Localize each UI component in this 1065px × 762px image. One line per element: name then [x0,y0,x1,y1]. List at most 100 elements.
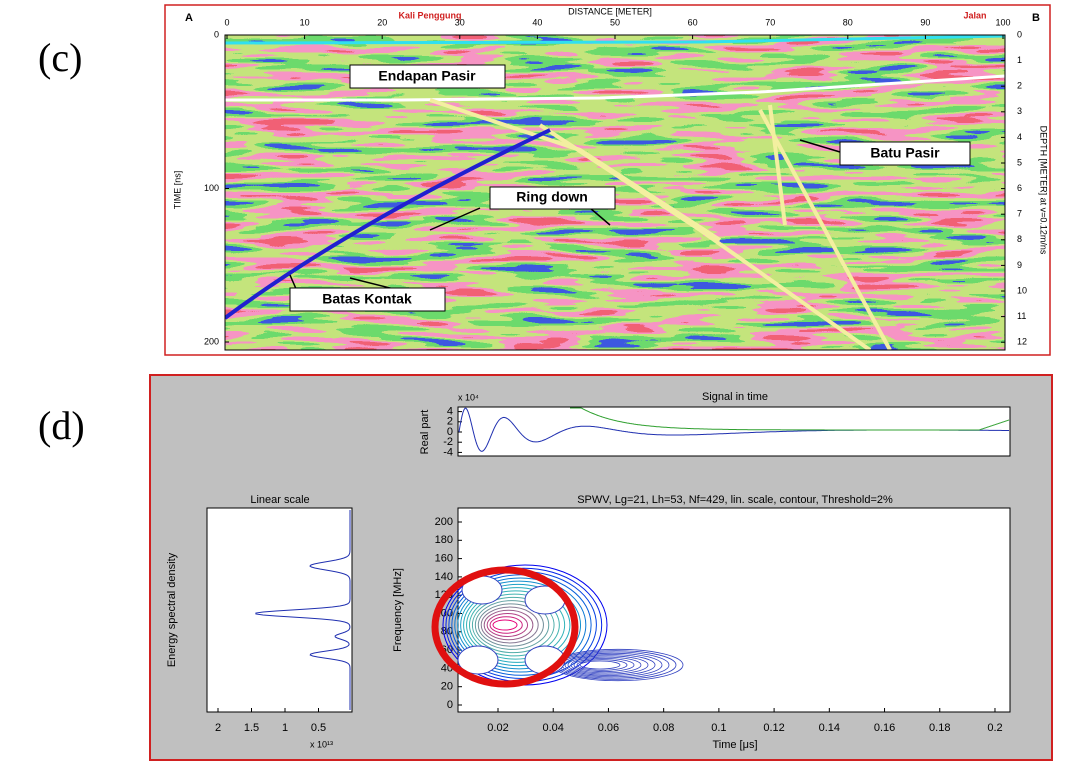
tick-label: 11 [1017,311,1026,321]
axis-label: Frequency [MHz] [392,568,404,652]
signal-axes [457,406,1011,457]
tick-label: 100 [995,17,1010,27]
tick-label: 160 [435,553,453,565]
contour [489,616,523,634]
contour [471,596,555,654]
axis-label: Time [μs] [712,739,757,751]
tick-label: 2 [447,416,453,428]
contour [567,655,649,675]
tick-label: 3 [1017,106,1022,116]
tick-label: 30 [455,17,465,27]
annotation-box [489,186,616,210]
contact-line [225,128,551,320]
corner-label: B [1032,12,1040,24]
tick-label: 12 [1017,337,1027,347]
annotation-box [839,141,971,166]
tick-label: 8 [1017,234,1022,244]
interpretation-lines [225,35,1005,350]
axis-label: TIME [ns] [172,171,182,210]
tick-label: 10 [300,17,310,27]
annotation: Batas Kontak [322,291,412,307]
tick-label: 2 [215,722,221,734]
contour [576,659,628,671]
highlight-circle [431,566,579,688]
tick-label: 0 [224,17,229,27]
tick-label: 9 [1017,260,1022,270]
contour [486,613,529,637]
contour [480,606,539,644]
place-label: Jalan [963,10,986,20]
tick-label: 1 [282,722,288,734]
tick-label: 180 [435,534,453,546]
tick-label: 6 [1017,183,1022,193]
contour [579,660,621,670]
subplot-title: SPWV, Lg=21, Lh=53, Nf=429, lin. scale, … [577,494,893,506]
layer-line [225,74,1005,102]
contour-hole [457,645,499,675]
tick-label: 0.12 [763,722,784,734]
tick-label: 0.04 [543,722,564,734]
exponent: x 10¹³ [310,739,333,749]
contour [573,658,635,673]
tick-label: 80 [843,17,853,27]
tick-label: 40 [532,17,542,27]
annotation: Endapan Pasir [378,68,476,84]
contour [483,609,534,641]
tick-label: 0.2 [987,722,1002,734]
tick-label: 5 [1017,157,1022,167]
tick-label: 0 [447,699,453,711]
tick-label: 0.5 [311,722,326,734]
panel-label: (c) [38,35,82,80]
annotation: Batu Pasir [870,145,940,161]
tick-label: 0 [447,426,453,438]
contour [477,603,544,647]
tick-label: 140 [435,571,453,583]
tick-label: 0.06 [598,722,619,734]
leader-line [289,139,841,299]
annotation: Ring down [516,189,588,205]
panel-label: (d) [38,403,85,448]
tick-label: 0 [1017,29,1022,39]
tick-label: 0.08 [653,722,674,734]
tick-label: 0.1 [711,722,726,734]
contour [457,580,582,670]
tick-label: 10 [1017,285,1027,295]
annotation-box [349,64,506,89]
tick-label: 2 [1017,81,1022,91]
tick-label: 100 [204,183,219,193]
axis-label: DEPTH [METER] at v=0.12m/ns [1039,126,1049,255]
place-label: Kali Penggung [399,10,462,20]
tick-label: 0 [214,29,219,39]
fault-line [768,104,787,226]
axis-title: DISTANCE [METER] [568,6,652,16]
tick-label: 1.5 [244,722,259,734]
contour [463,587,571,663]
generated: 0 10 20 30 40 50 60 70 80 90 100010020001234567891… [204,17,1027,734]
axis-label: Energy spectral density [166,552,178,667]
annotations: Endapan Pasir Batu Pasir Ring down Batas… [289,64,971,312]
tick-label: 0.16 [874,722,895,734]
contour [570,656,642,674]
tick-label: 0.14 [819,722,840,734]
tick-label: 20 [441,681,453,693]
subplot-title: Signal in time [702,391,768,403]
tick-label: -4 [443,446,453,458]
fault-line [758,109,892,350]
tick-label: 1 [1017,55,1022,65]
tick-label: 70 [765,17,775,27]
envelope-curve [570,407,1010,431]
corner-label: A [185,12,193,24]
subplot-title: Linear scale [250,494,309,506]
tick-label: 200 [435,516,453,528]
spectrum-curve [255,510,351,710]
tick-label: 60 [688,17,698,27]
spectrum-axes [206,507,353,713]
tick-label: 7 [1017,209,1022,219]
exponent: x 10⁴ [458,392,479,402]
tick-label: 50 [610,17,620,27]
tick-label: 200 [204,336,219,346]
contour [454,577,587,673]
tick-label: 4 [447,406,453,418]
annotation-box [289,287,446,312]
